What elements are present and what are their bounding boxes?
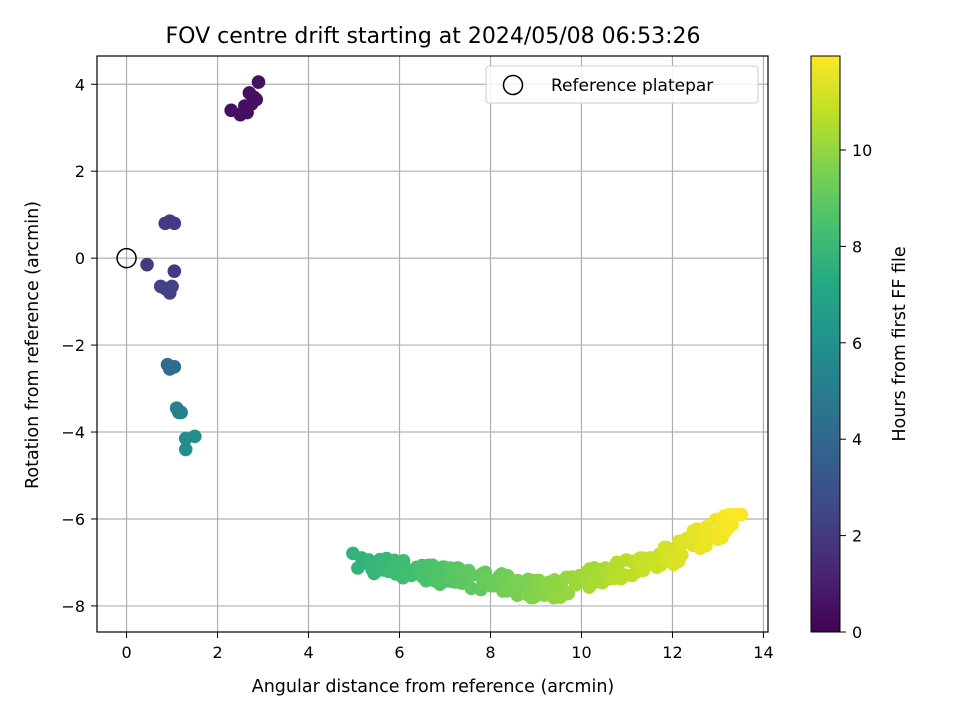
colorbar-tick-label: 6 — [852, 334, 862, 353]
data-point — [244, 97, 259, 111]
data-point — [711, 529, 725, 543]
x-tick-label: 0 — [121, 643, 131, 662]
x-tick-label: 8 — [485, 643, 495, 662]
data-point — [165, 279, 179, 294]
data-point — [511, 573, 525, 588]
reference-platepar-marker — [116, 247, 137, 269]
x-tick-label: 4 — [303, 643, 313, 662]
y-tick-label: −6 — [61, 510, 85, 529]
colorbar-tick-label: 0 — [852, 623, 862, 642]
y-tick-label: −8 — [61, 597, 85, 616]
y-tick-label: 2 — [75, 162, 85, 181]
legend-entry-reference: Reference platepar — [551, 76, 713, 96]
data-point — [722, 519, 737, 534]
y-axis-label: Rotation from reference (arcmin) — [23, 201, 43, 489]
legend: Reference platepar — [485, 65, 759, 104]
data-point — [188, 429, 202, 444]
x-axis-label: Angular distance from reference (arcmin) — [252, 677, 615, 697]
y-tick-label: 0 — [75, 249, 85, 268]
y-tick-label: 4 — [75, 75, 85, 94]
data-point — [425, 558, 440, 572]
y-axis-ticks: −8 −6 −4 −2 0 2 4 — [61, 75, 97, 616]
colorbar-ticks: 0 2 4 6 8 10 — [840, 141, 872, 642]
scatter-points — [140, 75, 749, 605]
x-axis-ticks: 0 2 4 6 8 10 12 14 — [121, 632, 774, 662]
chart-title: FOV centre drift starting at 2024/05/08 … — [166, 24, 701, 49]
legend-marker-icon — [502, 74, 524, 96]
data-point — [178, 442, 193, 457]
data-point — [140, 257, 154, 272]
y-tick-label: −2 — [61, 336, 85, 355]
data-point — [167, 216, 182, 231]
grid — [97, 56, 768, 632]
y-tick-label: −4 — [61, 423, 85, 442]
data-point — [167, 360, 182, 374]
colorbar-tick-label: 4 — [852, 430, 862, 449]
colorbar-tick-label: 10 — [852, 141, 872, 160]
x-tick-label: 14 — [753, 643, 773, 662]
data-point — [734, 507, 749, 522]
colorbar-tick-label: 8 — [852, 237, 862, 256]
data-point — [251, 75, 266, 89]
data-point — [463, 568, 478, 583]
data-point — [699, 538, 713, 553]
x-tick-label: 12 — [662, 643, 682, 662]
colorbar-tick-label: 2 — [852, 527, 862, 546]
data-point — [657, 540, 672, 555]
data-point — [174, 405, 188, 420]
plot-frame — [96, 55, 769, 633]
colorbar: 0 2 4 6 8 10 Hours from first FF file — [810, 55, 910, 642]
data-point — [484, 578, 498, 593]
data-point — [167, 264, 182, 278]
colorbar-label: Hours from first FF file — [890, 246, 910, 441]
x-tick-label: 6 — [394, 643, 404, 662]
colorbar-gradient — [810, 55, 841, 633]
legend-box — [485, 65, 759, 104]
data-point — [559, 586, 574, 601]
data-point — [699, 520, 714, 534]
data-point — [671, 554, 686, 568]
x-tick-label: 2 — [212, 643, 222, 662]
reference-marker — [116, 247, 137, 269]
x-tick-label: 10 — [571, 643, 591, 662]
